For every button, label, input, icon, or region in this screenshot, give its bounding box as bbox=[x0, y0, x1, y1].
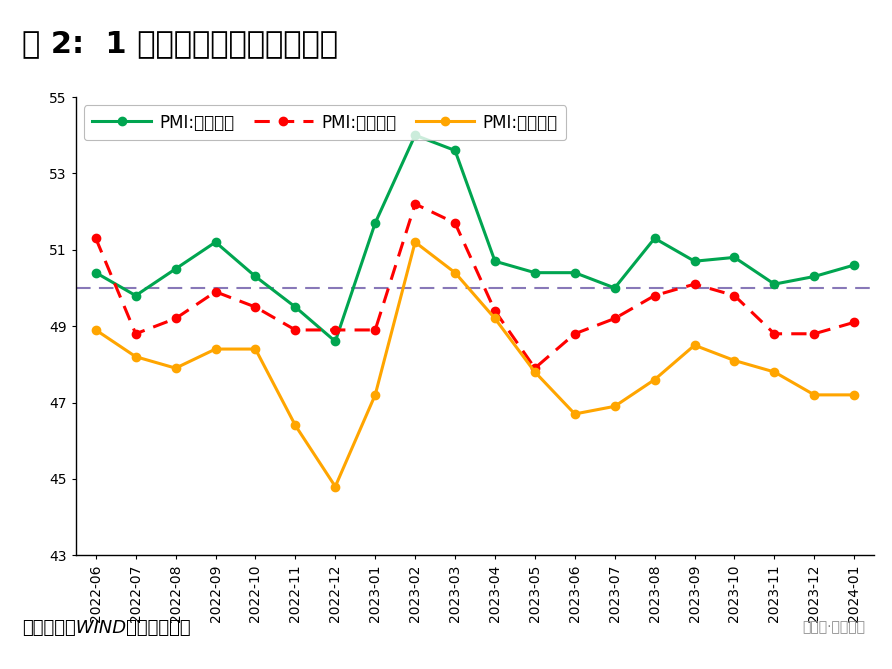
Text: 公众号·明察宏观: 公众号·明察宏观 bbox=[802, 621, 865, 634]
Legend: PMI:大型企业, PMI:中型企业, PMI:小型企业: PMI:大型企业, PMI:中型企业, PMI:小型企业 bbox=[84, 105, 566, 140]
Text: 资料来源：WIND，财信研究院: 资料来源：WIND，财信研究院 bbox=[22, 619, 191, 636]
Text: 图 2:  1 月大中小型企业延续分化: 图 2: 1 月大中小型企业延续分化 bbox=[22, 29, 338, 59]
